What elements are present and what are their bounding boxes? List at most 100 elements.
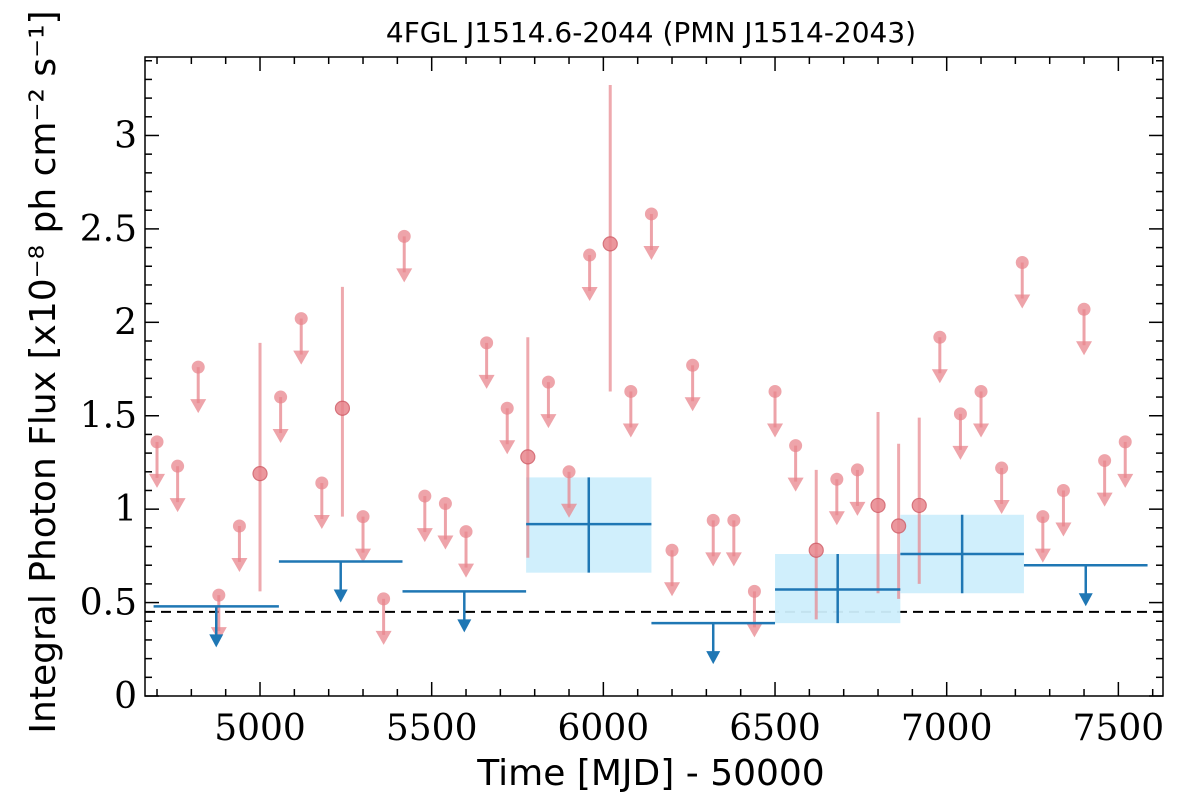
- detection-point: [252, 466, 268, 482]
- upper-limit-arrow: [272, 429, 289, 444]
- upper-limit-point: [562, 465, 576, 479]
- upper-limit-arrow: [705, 552, 722, 567]
- upper-limit-point: [768, 384, 782, 398]
- upper-limit-arrow: [622, 423, 639, 438]
- upper-limit-point: [232, 519, 246, 533]
- y-tick-label: 1.5: [80, 396, 137, 437]
- upper-limit-arrow: [210, 627, 227, 642]
- upper-limit-point: [1015, 256, 1029, 270]
- upper-limit-point: [706, 513, 720, 527]
- upper-limit-arrow: [190, 399, 207, 414]
- y-axis-label: Integral Photon Flux [x10⁻⁸ ph cm⁻² s⁻¹]: [23, 10, 64, 733]
- upper-limit-arrow: [684, 397, 701, 412]
- detection-point: [891, 518, 907, 534]
- upper-limit-point: [1118, 435, 1132, 449]
- upper-limit-arrow: [293, 350, 310, 365]
- upper-limit-arrow: [396, 268, 413, 283]
- upper-limit-arrow: [849, 501, 866, 516]
- upper-limit-arrow: [725, 552, 742, 567]
- upper-limit-arrow: [581, 287, 598, 302]
- y-tick-label: 2: [114, 302, 137, 343]
- plot-frame: [144, 56, 1164, 697]
- upper-limit-arrow: [973, 423, 990, 438]
- upper-limit-arrow: [540, 414, 557, 429]
- upper-limit-arrow: [355, 548, 372, 563]
- upper-limit-point: [541, 375, 555, 389]
- upper-limit-point: [974, 384, 988, 398]
- upper-limit-arrow: [952, 445, 969, 460]
- upper-limit-point: [397, 229, 411, 243]
- upper-limit-arrow: [1117, 473, 1134, 488]
- upper-limit-arrow: [149, 473, 166, 488]
- upper-limit-point: [315, 476, 329, 490]
- upper-limit-point: [1056, 483, 1070, 497]
- upper-limit-point: [191, 360, 205, 374]
- detection-point: [911, 497, 927, 514]
- y-tick-label: 1: [114, 489, 137, 530]
- x-tick-labels: 5000 5500 6000 6500 7000 7500: [214, 708, 1164, 749]
- coarse-bin-upper-limit-arrow: [333, 589, 348, 603]
- coarse-bin-upper-limit-arrow: [209, 634, 224, 648]
- upper-limit-point: [150, 435, 164, 449]
- upper-limit-arrow: [828, 511, 845, 526]
- upper-limit-point: [953, 407, 967, 421]
- upper-limit-point: [1098, 454, 1112, 468]
- upper-limit-arrow: [1034, 548, 1051, 563]
- coarse-bin-bands: [526, 477, 1024, 624]
- upper-limit-point: [583, 248, 597, 262]
- upper-limit-point: [933, 330, 947, 344]
- detection-point: [334, 400, 351, 416]
- upper-limit-arrow: [561, 503, 578, 518]
- upper-limit-point: [356, 510, 370, 524]
- upper-limit-arrow: [437, 535, 454, 550]
- y-tick-label: 3: [114, 115, 137, 156]
- upper-limit-point: [212, 588, 226, 602]
- upper-limit-point: [1077, 302, 1091, 316]
- upper-limit-point: [747, 584, 761, 598]
- upper-limit-point: [438, 497, 452, 511]
- upper-limit-point: [418, 489, 432, 503]
- upper-limit-arrow: [787, 477, 804, 492]
- upper-limit-arrow: [458, 563, 475, 578]
- chart-title: 4FGL J1514.6-2044 (PMN J1514-2043): [386, 16, 916, 49]
- upper-limit-arrow: [169, 498, 186, 513]
- x-axis-label: Time [MJD] - 50000: [476, 753, 824, 794]
- upper-limit-point: [850, 463, 864, 477]
- y-tick-label: 2.5: [80, 209, 137, 250]
- axis-ticks: [145, 57, 1163, 697]
- upper-limit-arrow: [313, 515, 330, 529]
- upper-limit-arrow: [993, 500, 1010, 515]
- coarse-bin-upper-limit-arrow: [1078, 593, 1093, 607]
- upper-limit-point: [171, 459, 185, 473]
- x-tick-label: 7500: [1073, 708, 1165, 749]
- detection-point: [808, 542, 824, 558]
- upper-limit-point: [1036, 510, 1050, 524]
- upper-limit-point: [686, 358, 700, 372]
- upper-limit-arrow: [664, 582, 681, 597]
- upper-limit-point: [377, 592, 391, 606]
- upper-limit-arrow: [643, 245, 660, 260]
- upper-limit-point: [644, 207, 658, 221]
- y-tick-label: 0.5: [80, 583, 137, 624]
- fine-bin-points: [149, 85, 1134, 645]
- upper-limit-arrow: [499, 440, 516, 455]
- upper-limit-arrow: [375, 630, 392, 645]
- detection-point: [870, 497, 886, 514]
- upper-limit-arrow: [416, 528, 433, 543]
- y-tick-labels: 0 0.5 1 1.5 2 2.5 3: [80, 115, 137, 717]
- upper-limit-arrow: [1014, 294, 1031, 309]
- coarse-bin-markers: [153, 477, 1148, 665]
- upper-limit-point: [480, 336, 494, 350]
- x-tick-label: 5000: [214, 708, 306, 749]
- upper-limit-point: [294, 312, 308, 326]
- upper-limit-point: [274, 390, 288, 404]
- detection-point: [602, 236, 618, 252]
- upper-limit-arrow: [1076, 341, 1093, 356]
- upper-limit-point: [459, 525, 473, 539]
- detection-point: [520, 449, 536, 465]
- upper-limit-point: [665, 543, 679, 557]
- upper-limit-point: [624, 384, 638, 398]
- x-tick-label: 7000: [901, 708, 993, 749]
- x-tick-label: 6500: [729, 708, 821, 749]
